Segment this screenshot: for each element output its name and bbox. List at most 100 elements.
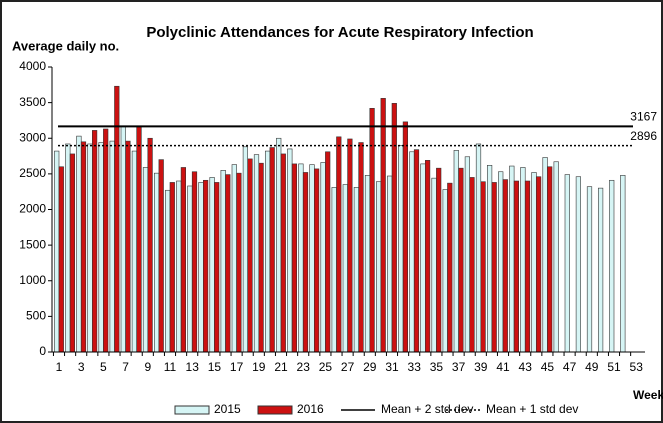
y-tick-label: 2000: [19, 202, 46, 216]
chart-title: Polyclinic Attendances for Acute Respira…: [146, 24, 533, 41]
x-tick-label: 47: [563, 360, 577, 374]
bar: [291, 163, 298, 353]
bar: [391, 103, 397, 353]
bar: [342, 184, 348, 353]
bar: [424, 160, 431, 353]
x-tick-label: 53: [630, 360, 644, 374]
x-tick-label: 39: [474, 360, 488, 374]
bar: [231, 164, 237, 353]
bar: [486, 165, 493, 353]
bar: [131, 150, 138, 353]
x-tick-label: 17: [230, 360, 244, 374]
bar: [209, 177, 215, 353]
y-tick-label: 1000: [19, 273, 46, 287]
x-tick-label: 31: [385, 360, 399, 374]
x-axis-label: Week: [633, 388, 663, 402]
bar: [191, 171, 198, 353]
reference-label: 3167: [630, 110, 657, 124]
bar: [442, 189, 448, 353]
bar: [180, 167, 187, 353]
bar: [136, 126, 142, 353]
legend-label: Mean + 1 std dev: [486, 402, 578, 416]
bar: [236, 172, 242, 353]
bar: [542, 157, 548, 353]
bar: [158, 159, 164, 353]
x-tick-label: 43: [519, 360, 533, 374]
bar: [120, 125, 126, 353]
bar: [413, 149, 420, 353]
bar: [586, 186, 593, 353]
bar: [169, 182, 175, 353]
y-tick-label: 0: [39, 344, 46, 358]
bar: [87, 143, 93, 353]
bar: [69, 153, 75, 353]
x-tick-label: 13: [186, 360, 200, 374]
bar: [80, 141, 87, 353]
bar: [509, 165, 515, 353]
bar: [358, 142, 364, 353]
bar: [597, 187, 604, 353]
bar: [375, 181, 382, 353]
bar: [387, 175, 393, 353]
bar: [309, 164, 315, 353]
bar: [203, 179, 209, 353]
x-tick-label: 15: [208, 360, 222, 374]
x-tick-label: 9: [144, 360, 151, 374]
bar: [280, 153, 286, 353]
bar: [287, 148, 293, 353]
bar: [276, 137, 282, 353]
legend-label: Mean + 2 std dev: [381, 402, 473, 416]
x-tick-label: 49: [585, 360, 599, 374]
x-tick-label: 45: [541, 360, 555, 374]
bar: [214, 182, 220, 353]
bar: [125, 140, 131, 353]
bar: [98, 142, 104, 353]
bar: [364, 175, 371, 353]
bar: [447, 182, 453, 353]
x-tick-label: 19: [252, 360, 266, 374]
bar: [264, 150, 271, 353]
bar: [103, 128, 109, 353]
bar: [620, 175, 626, 353]
bar: [109, 140, 115, 353]
bar: [154, 172, 160, 353]
bar: [187, 185, 193, 353]
y-tick-label: 3000: [19, 130, 46, 144]
bar: [225, 174, 231, 353]
bar: [247, 158, 253, 353]
x-tick-label: 3: [78, 360, 85, 374]
bar: [513, 180, 519, 353]
bar: [531, 172, 537, 353]
bar: [242, 146, 249, 353]
bar: [92, 130, 98, 353]
legend-label: 2015: [214, 402, 241, 416]
bar: [76, 135, 82, 353]
legend-label: 2016: [297, 402, 324, 416]
x-tick-label: 41: [496, 360, 510, 374]
bar: [524, 180, 531, 353]
bar: [564, 174, 570, 353]
bar: [436, 167, 442, 353]
bar: [147, 137, 153, 353]
x-tick-label: 51: [607, 360, 621, 374]
x-tick-label: 37: [452, 360, 466, 374]
bar: [253, 154, 260, 353]
bar: [176, 180, 182, 353]
x-tick-label: 11: [164, 360, 177, 374]
x-tick-label: 23: [297, 360, 311, 374]
bar: [320, 162, 326, 353]
bar: [65, 143, 71, 353]
bar: [409, 151, 415, 353]
bar: [502, 179, 508, 353]
bar: [402, 121, 409, 353]
reference-label: 2896: [630, 129, 657, 143]
bar: [458, 167, 464, 353]
bar: [553, 161, 559, 353]
bar: [609, 179, 615, 353]
bar: [347, 138, 353, 353]
legend-swatch: [174, 405, 210, 415]
bar: [142, 167, 149, 353]
bar: [520, 167, 526, 353]
y-tick-label: 1500: [19, 237, 46, 251]
